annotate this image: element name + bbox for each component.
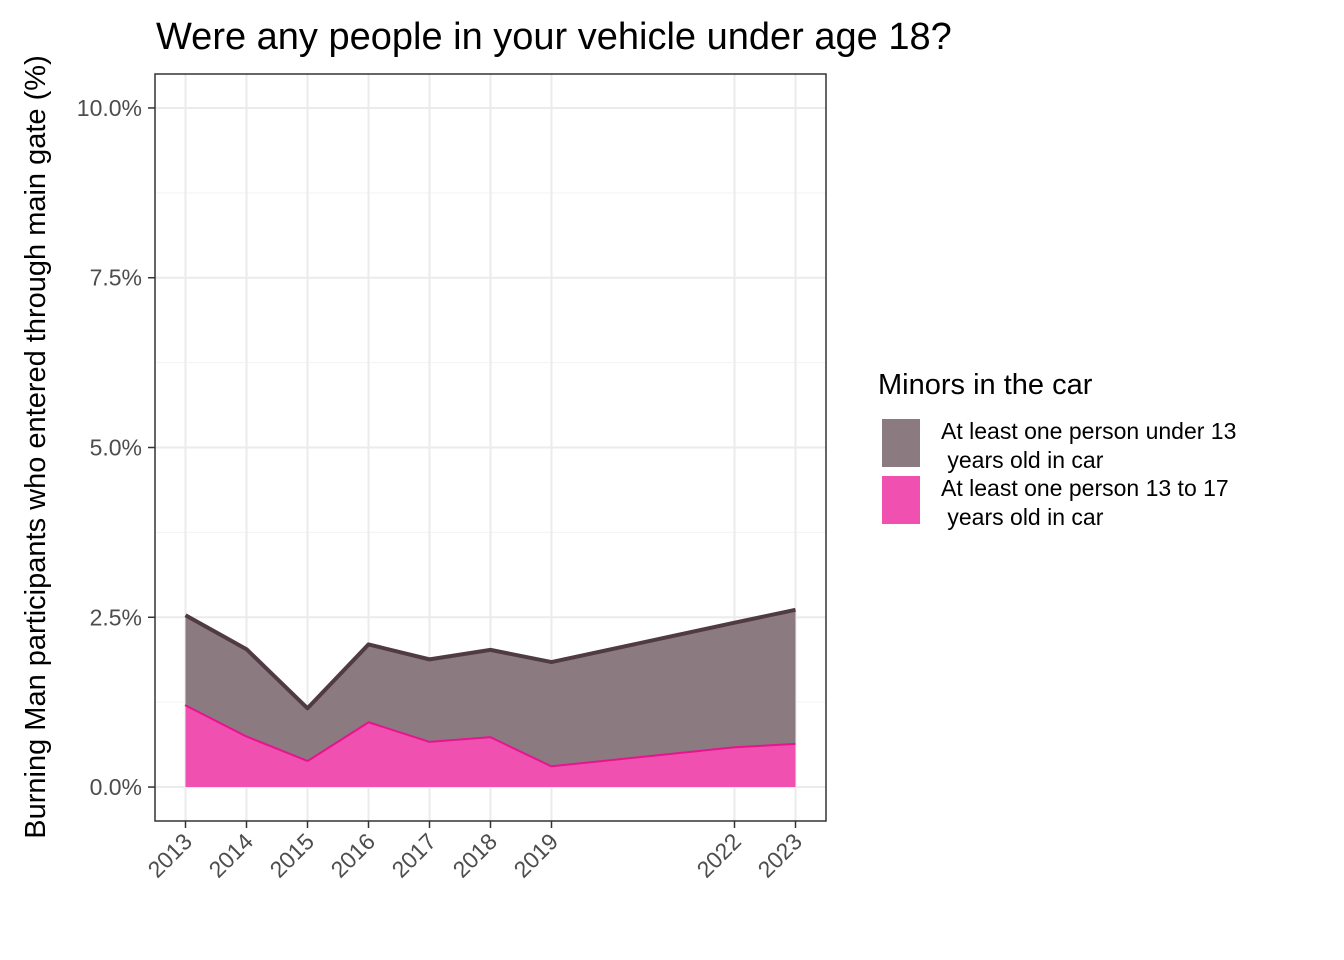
- x-tick-label: 2014: [203, 828, 258, 883]
- y-tick-label: 10.0%: [77, 95, 142, 121]
- legend: Minors in the car At least one person un…: [878, 369, 1236, 530]
- x-tick-label: 2013: [142, 828, 197, 883]
- x-tick-label: 2017: [386, 828, 441, 883]
- y-tick-label: 2.5%: [90, 604, 142, 630]
- x-tick-label: 2022: [691, 828, 746, 883]
- y-tick-label: 0.0%: [90, 774, 142, 800]
- y-tick-label: 5.0%: [90, 435, 142, 461]
- y-tick-label: 7.5%: [90, 265, 142, 291]
- legend-title: Minors in the car: [878, 369, 1093, 401]
- legend-key-1: [882, 419, 920, 467]
- y-axis-title: Burning Man participants who entered thr…: [20, 55, 52, 838]
- areas: [184, 607, 796, 788]
- chart-title: Were any people in your vehicle under ag…: [156, 16, 952, 58]
- area-line-series-2: [184, 607, 796, 711]
- x-tick-label: 2015: [264, 828, 319, 883]
- x-tick-label: 2019: [508, 828, 563, 883]
- legend-key-2: [882, 476, 920, 524]
- legend-label-1-line-2: years old in car: [941, 447, 1104, 473]
- x-axis: 2013 2014 2015 2016 2017 2018 2019 2022 2023: [142, 821, 807, 883]
- legend-label-1-line-1: At least one person under 13: [941, 418, 1236, 444]
- area-series-1: [185, 704, 796, 788]
- area-series-2: [185, 609, 796, 766]
- x-tick-label: 2018: [447, 828, 502, 883]
- x-tick-label: 2023: [752, 828, 807, 883]
- legend-label-2-line-2: years old in car: [941, 504, 1104, 530]
- x-tick-label: 2016: [325, 828, 380, 883]
- legend-label-2-line-1: At least one person 13 to 17: [941, 475, 1229, 501]
- y-axis: 0.0% 2.5% 5.0% 7.5% 10.0%: [77, 95, 155, 800]
